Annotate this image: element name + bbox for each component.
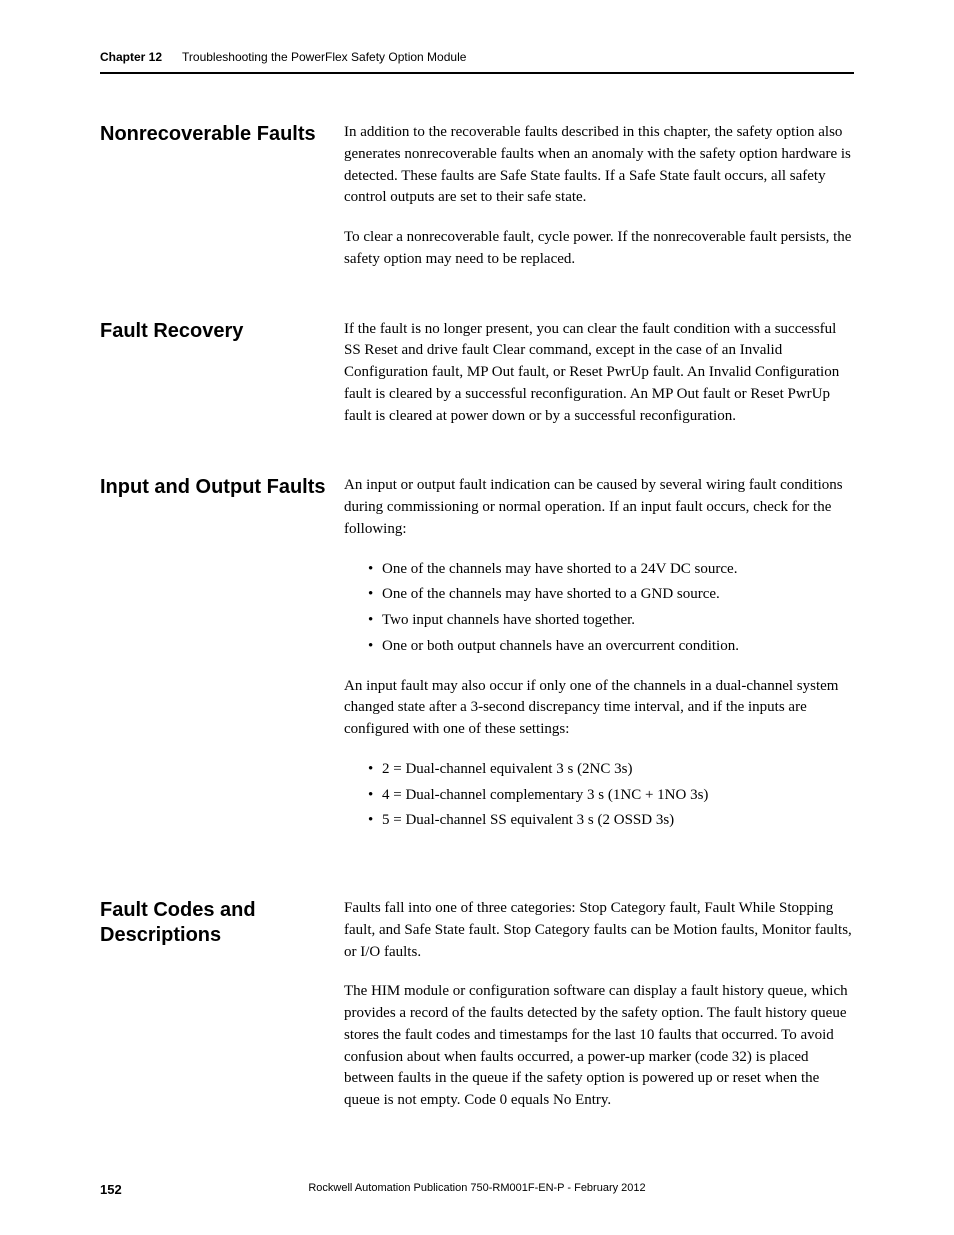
- list-item: One or both output channels have an over…: [368, 636, 854, 658]
- publication-info: Rockwell Automation Publication 750-RM00…: [308, 1182, 645, 1194]
- list-item: 5 = Dual-channel SS equivalent 3 s (2 OS…: [368, 810, 854, 832]
- section-heading: Fault Codes and Descriptions: [100, 898, 344, 948]
- page-footer: 152 Rockwell Automation Publication 750-…: [100, 1182, 854, 1197]
- bullet-list: 2 = Dual-channel equivalent 3 s (2NC 3s)…: [344, 759, 854, 832]
- list-item: One of the channels may have shorted to …: [368, 559, 854, 581]
- list-item: One of the channels may have shorted to …: [368, 584, 854, 606]
- section-body: If the fault is no longer present, you c…: [344, 319, 854, 428]
- page-header: Chapter 12 Troubleshooting the PowerFlex…: [100, 50, 854, 74]
- paragraph: To clear a nonrecoverable fault, cycle p…: [344, 227, 854, 271]
- bullet-list: One of the channels may have shorted to …: [344, 559, 854, 658]
- paragraph: In addition to the recoverable faults de…: [344, 122, 854, 209]
- section-fault-codes: Fault Codes and Descriptions Faults fall…: [100, 898, 854, 1112]
- paragraph: Faults fall into one of three categories…: [344, 898, 854, 963]
- section-heading: Fault Recovery: [100, 319, 344, 344]
- section-body: In addition to the recoverable faults de…: [344, 122, 854, 271]
- page-number: 152: [100, 1182, 122, 1197]
- paragraph: The HIM module or configuration software…: [344, 981, 854, 1112]
- paragraph: An input fault may also occur if only on…: [344, 676, 854, 741]
- section-body: An input or output fault indication can …: [344, 475, 854, 850]
- paragraph: If the fault is no longer present, you c…: [344, 319, 854, 428]
- list-item: Two input channels have shorted together…: [368, 610, 854, 632]
- list-item: 4 = Dual-channel complementary 3 s (1NC …: [368, 785, 854, 807]
- section-body: Faults fall into one of three categories…: [344, 898, 854, 1112]
- list-item: 2 = Dual-channel equivalent 3 s (2NC 3s): [368, 759, 854, 781]
- chapter-label: Chapter 12: [100, 50, 162, 64]
- paragraph: An input or output fault indication can …: [344, 475, 854, 540]
- section-heading: Nonrecoverable Faults: [100, 122, 344, 147]
- section-fault-recovery: Fault Recovery If the fault is no longer…: [100, 319, 854, 428]
- section-io-faults: Input and Output Faults An input or outp…: [100, 475, 854, 850]
- chapter-title: Troubleshooting the PowerFlex Safety Opt…: [182, 50, 466, 64]
- section-nonrecoverable-faults: Nonrecoverable Faults In addition to the…: [100, 122, 854, 271]
- section-heading: Input and Output Faults: [100, 475, 344, 500]
